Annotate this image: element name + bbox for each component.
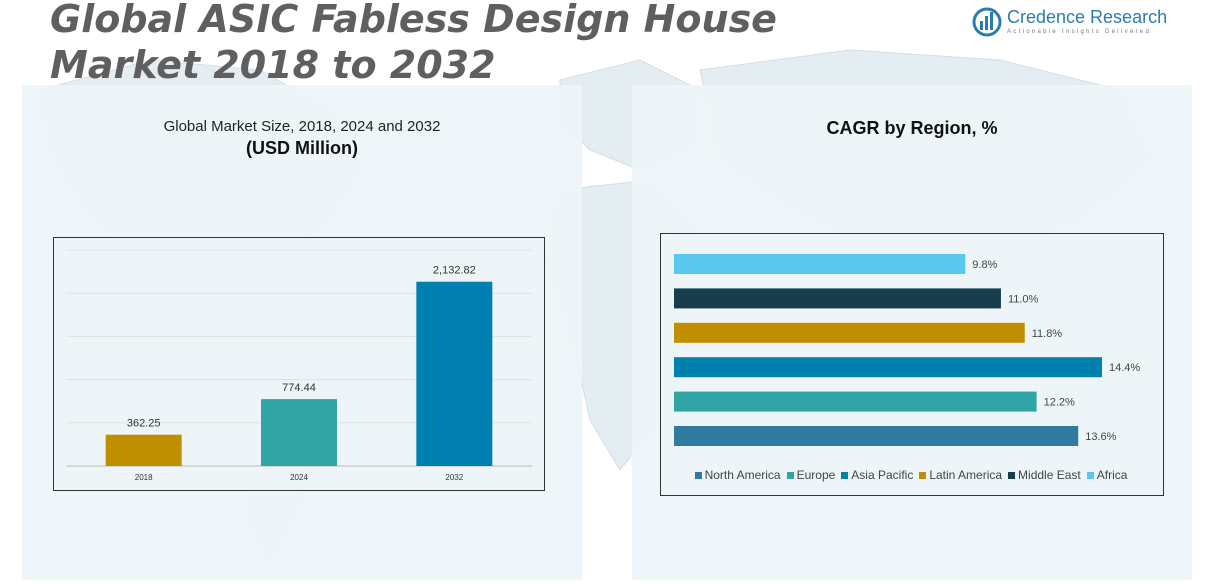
bar-value-label: 9.8%: [972, 259, 997, 271]
bar-value-label: 14.4%: [1109, 362, 1140, 374]
bar-2032: [416, 281, 493, 466]
legend-label: North America: [704, 468, 781, 482]
brand-logo[interactable]: Credence Research Actionable Insights De…: [972, 6, 1172, 42]
legend-label: Asia Pacific: [851, 468, 914, 482]
legend-label: Europe: [796, 468, 836, 482]
bar-value-label: 11.8%: [1032, 328, 1063, 340]
legend-swatch: [919, 472, 927, 480]
legend-label: Latin America: [929, 468, 1003, 482]
legend-swatch: [786, 472, 794, 480]
legend-swatch: [1086, 472, 1094, 480]
legend-label: Africa: [1096, 468, 1128, 482]
market-size-chart-frame: 362.25 2018 774.44 2024 2,132.82 2032: [53, 237, 545, 491]
bar-value-label: 2,132.82: [433, 265, 476, 277]
market-size-unit: (USD Million): [246, 138, 358, 158]
cagr-chart: 9.8% 11.0% 11.8% 14.4% 12.2% 13.6%: [674, 254, 1140, 446]
market-size-title: Global Market Size, 2018, 2024 and 2032: [163, 118, 441, 135]
legend-item: Africa: [1086, 468, 1128, 482]
legend-swatch: [841, 472, 849, 480]
bar-value-label: 774.44: [282, 382, 316, 394]
bar-value-label: 362.25: [127, 418, 161, 430]
legend-item: Latin America: [919, 468, 1002, 482]
legend-item: Middle East: [1008, 468, 1081, 482]
bar-2024: [261, 399, 337, 466]
x-tick-label: 2032: [445, 473, 463, 482]
cagr-legend: North America Europe Asia Pacific Latin Ame…: [660, 468, 1162, 482]
legend-item: North America: [694, 468, 781, 482]
legend-swatch: [1008, 472, 1016, 480]
bar-value-label: 12.2%: [1044, 397, 1075, 409]
cagr-chart-frame: 9.8% 11.0% 11.8% 14.4% 12.2% 13.6%: [660, 233, 1164, 496]
bar-latin-america: [674, 322, 1025, 343]
bar-value-label: 13.6%: [1085, 431, 1116, 443]
bar-2018: [105, 434, 182, 466]
legend-label: Middle East: [1018, 468, 1081, 482]
bar-value-label: 11.0%: [1008, 293, 1039, 305]
legend-item: Europe: [786, 468, 836, 482]
cagr-title: CAGR by Region, %: [826, 118, 998, 138]
page-title: Global ASIC Fabless Design House Market …: [50, 0, 777, 87]
legend-item: Asia Pacific: [841, 468, 913, 482]
market-size-chart: 362.25 2018 774.44 2024 2,132.82 2032: [66, 249, 532, 482]
legend-swatch: [694, 472, 702, 480]
bar-asia-pacific: [674, 357, 1102, 378]
bar-europe: [674, 391, 1037, 412]
logo-tagline: Actionable Insights Delivered: [1007, 29, 1152, 35]
bar-middle-east: [674, 288, 1001, 309]
bar-north-america: [674, 426, 1079, 446]
x-tick-label: 2024: [290, 473, 308, 482]
logo-icon: [972, 7, 1002, 37]
logo-name: Credence Research: [1007, 7, 1168, 27]
x-tick-label: 2018: [135, 473, 153, 482]
bar-africa: [674, 254, 966, 274]
